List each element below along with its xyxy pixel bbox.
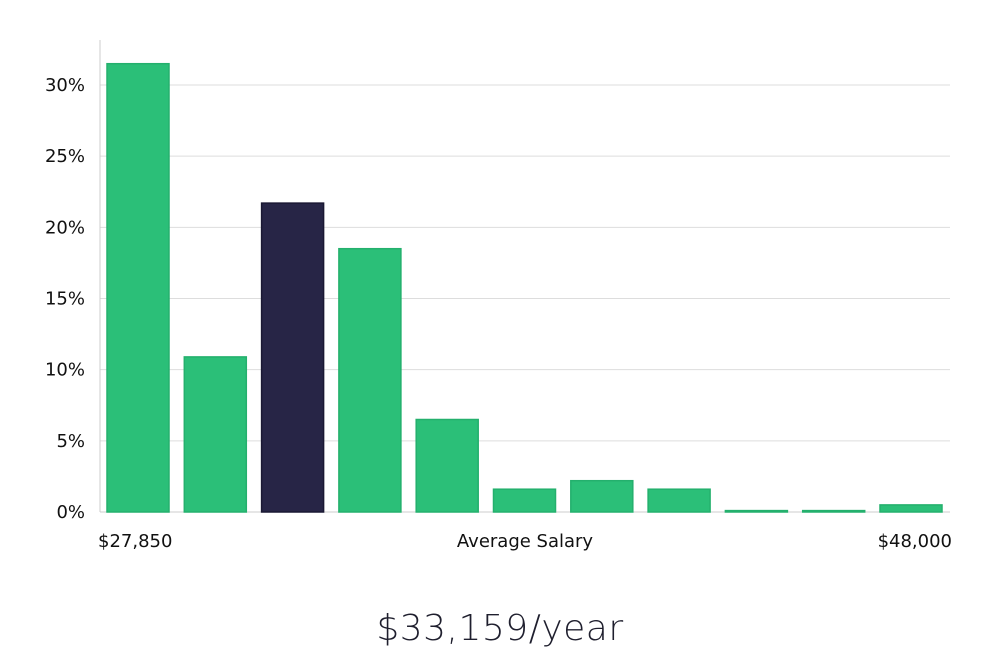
bar: [647, 488, 711, 513]
x-max-label: $48,000: [878, 531, 952, 552]
average-salary-value: $33,159/year: [376, 608, 624, 649]
salary-histogram: 0% 5% 10% 15% 20% 25% 30% $27,850 Average Sala…: [45, 40, 952, 552]
y-tick-label: 15%: [45, 289, 85, 310]
bar: [492, 488, 557, 513]
x-min-label: $27,850: [98, 531, 172, 552]
y-tick-label: 30%: [45, 75, 85, 96]
bar: [183, 356, 248, 513]
bar: [724, 509, 789, 513]
y-tick-label: 0%: [56, 502, 85, 523]
y-tick-label: 10%: [45, 360, 85, 381]
y-tick-labels: 0% 5% 10% 15% 20% 25% 30%: [45, 75, 85, 523]
bar-highlighted: [260, 202, 325, 513]
bar: [801, 509, 866, 513]
y-tick-label: 25%: [45, 146, 85, 167]
x-axis-label: Average Salary: [457, 531, 594, 552]
bar: [106, 62, 170, 513]
bar: [879, 504, 943, 513]
y-tick-label: 5%: [56, 431, 85, 452]
y-tick-label: 20%: [45, 217, 85, 238]
bars: [106, 62, 943, 513]
bar: [570, 479, 634, 513]
bar: [338, 247, 402, 513]
bar: [415, 418, 479, 513]
